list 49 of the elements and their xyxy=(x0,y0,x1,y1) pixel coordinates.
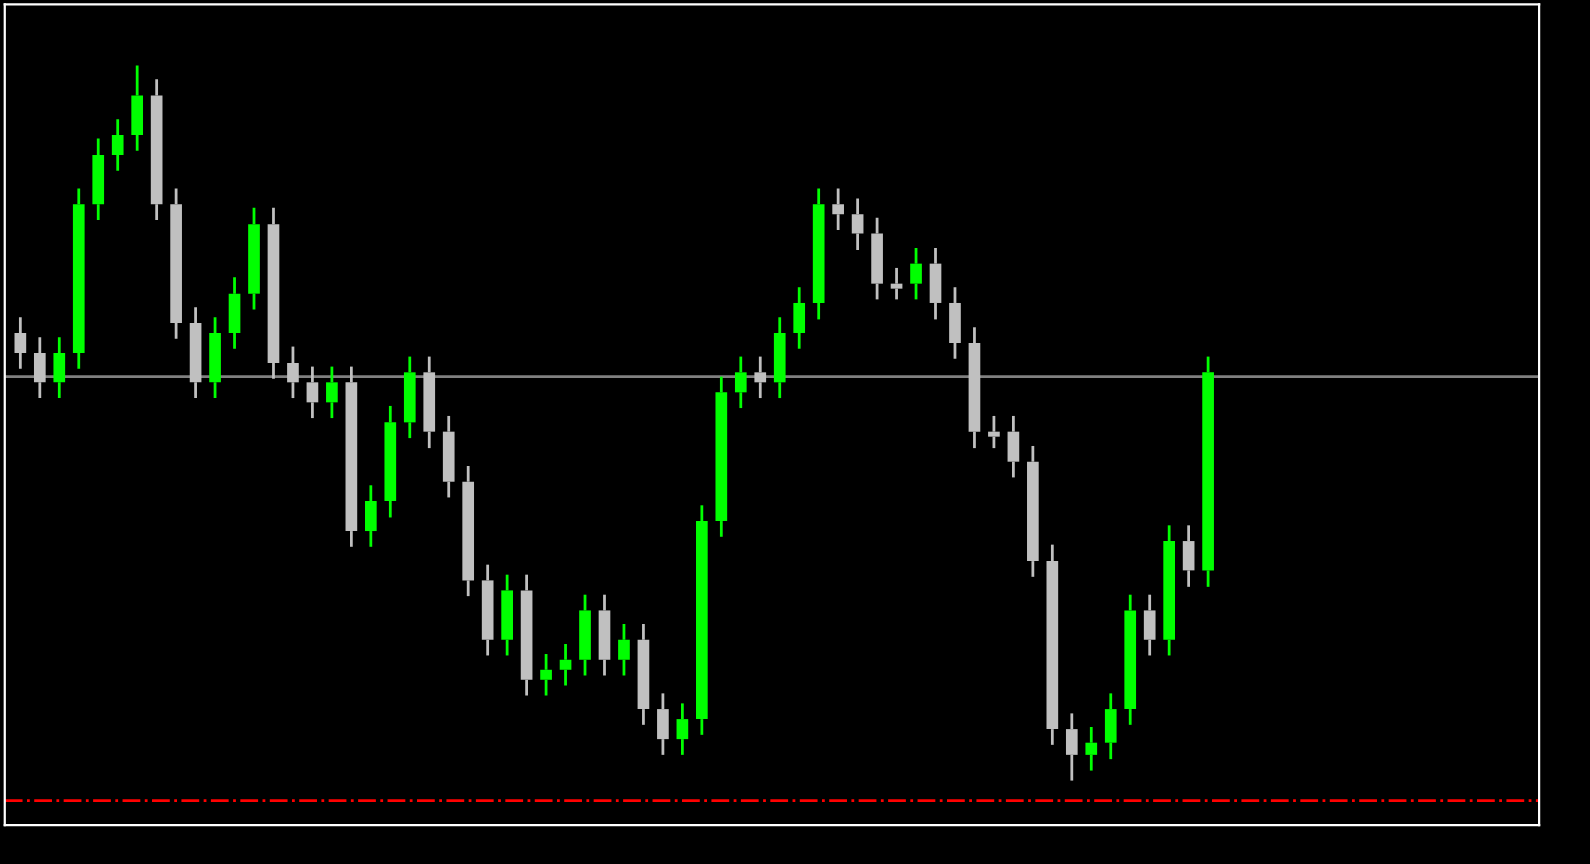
candlestick xyxy=(1007,414,1020,479)
candlestick xyxy=(189,305,202,400)
candlestick xyxy=(1143,593,1156,657)
candlestick xyxy=(111,117,124,173)
candlestick xyxy=(501,573,513,657)
candlestick xyxy=(306,365,319,420)
candlestick xyxy=(890,266,903,301)
candlestick xyxy=(520,573,533,697)
candlestick xyxy=(423,355,436,450)
candlestick xyxy=(929,246,942,321)
candlestick xyxy=(812,187,825,321)
candlestick xyxy=(345,365,358,549)
candlestick xyxy=(53,335,66,400)
candlestick xyxy=(851,197,864,252)
candlestick xyxy=(968,325,981,450)
candlestick xyxy=(150,77,163,222)
candlestick xyxy=(696,503,708,737)
candlestick xyxy=(131,64,144,153)
candlestick xyxy=(1046,543,1059,747)
candlestick xyxy=(1085,725,1098,772)
candlestick xyxy=(676,701,689,757)
candlestick xyxy=(72,187,85,371)
candlestick xyxy=(1104,691,1117,761)
candlestick xyxy=(33,335,46,400)
candlestick xyxy=(559,642,572,687)
candlestick xyxy=(267,206,280,381)
candlestick xyxy=(1065,712,1078,782)
candlestick xyxy=(1182,523,1195,589)
candlestick xyxy=(462,464,475,598)
candlestick xyxy=(793,285,806,351)
candlestick xyxy=(598,593,611,677)
candlestick xyxy=(92,137,105,222)
candlestick xyxy=(14,315,27,371)
candlestick xyxy=(1027,444,1039,579)
candlestick xyxy=(481,563,494,657)
candlestick xyxy=(715,375,728,539)
candlestick xyxy=(754,355,767,400)
candlestick xyxy=(170,187,182,341)
candlestick xyxy=(364,483,377,549)
candlestick xyxy=(832,187,844,232)
candlestick xyxy=(403,355,416,440)
candlestick xyxy=(637,622,650,727)
candlestick xyxy=(384,404,397,519)
candlestick xyxy=(228,275,241,351)
candlestick xyxy=(734,355,747,410)
candlestick xyxy=(773,315,786,400)
candlestick xyxy=(1124,593,1137,727)
candlestick xyxy=(442,414,455,499)
candlestick xyxy=(1163,523,1175,657)
